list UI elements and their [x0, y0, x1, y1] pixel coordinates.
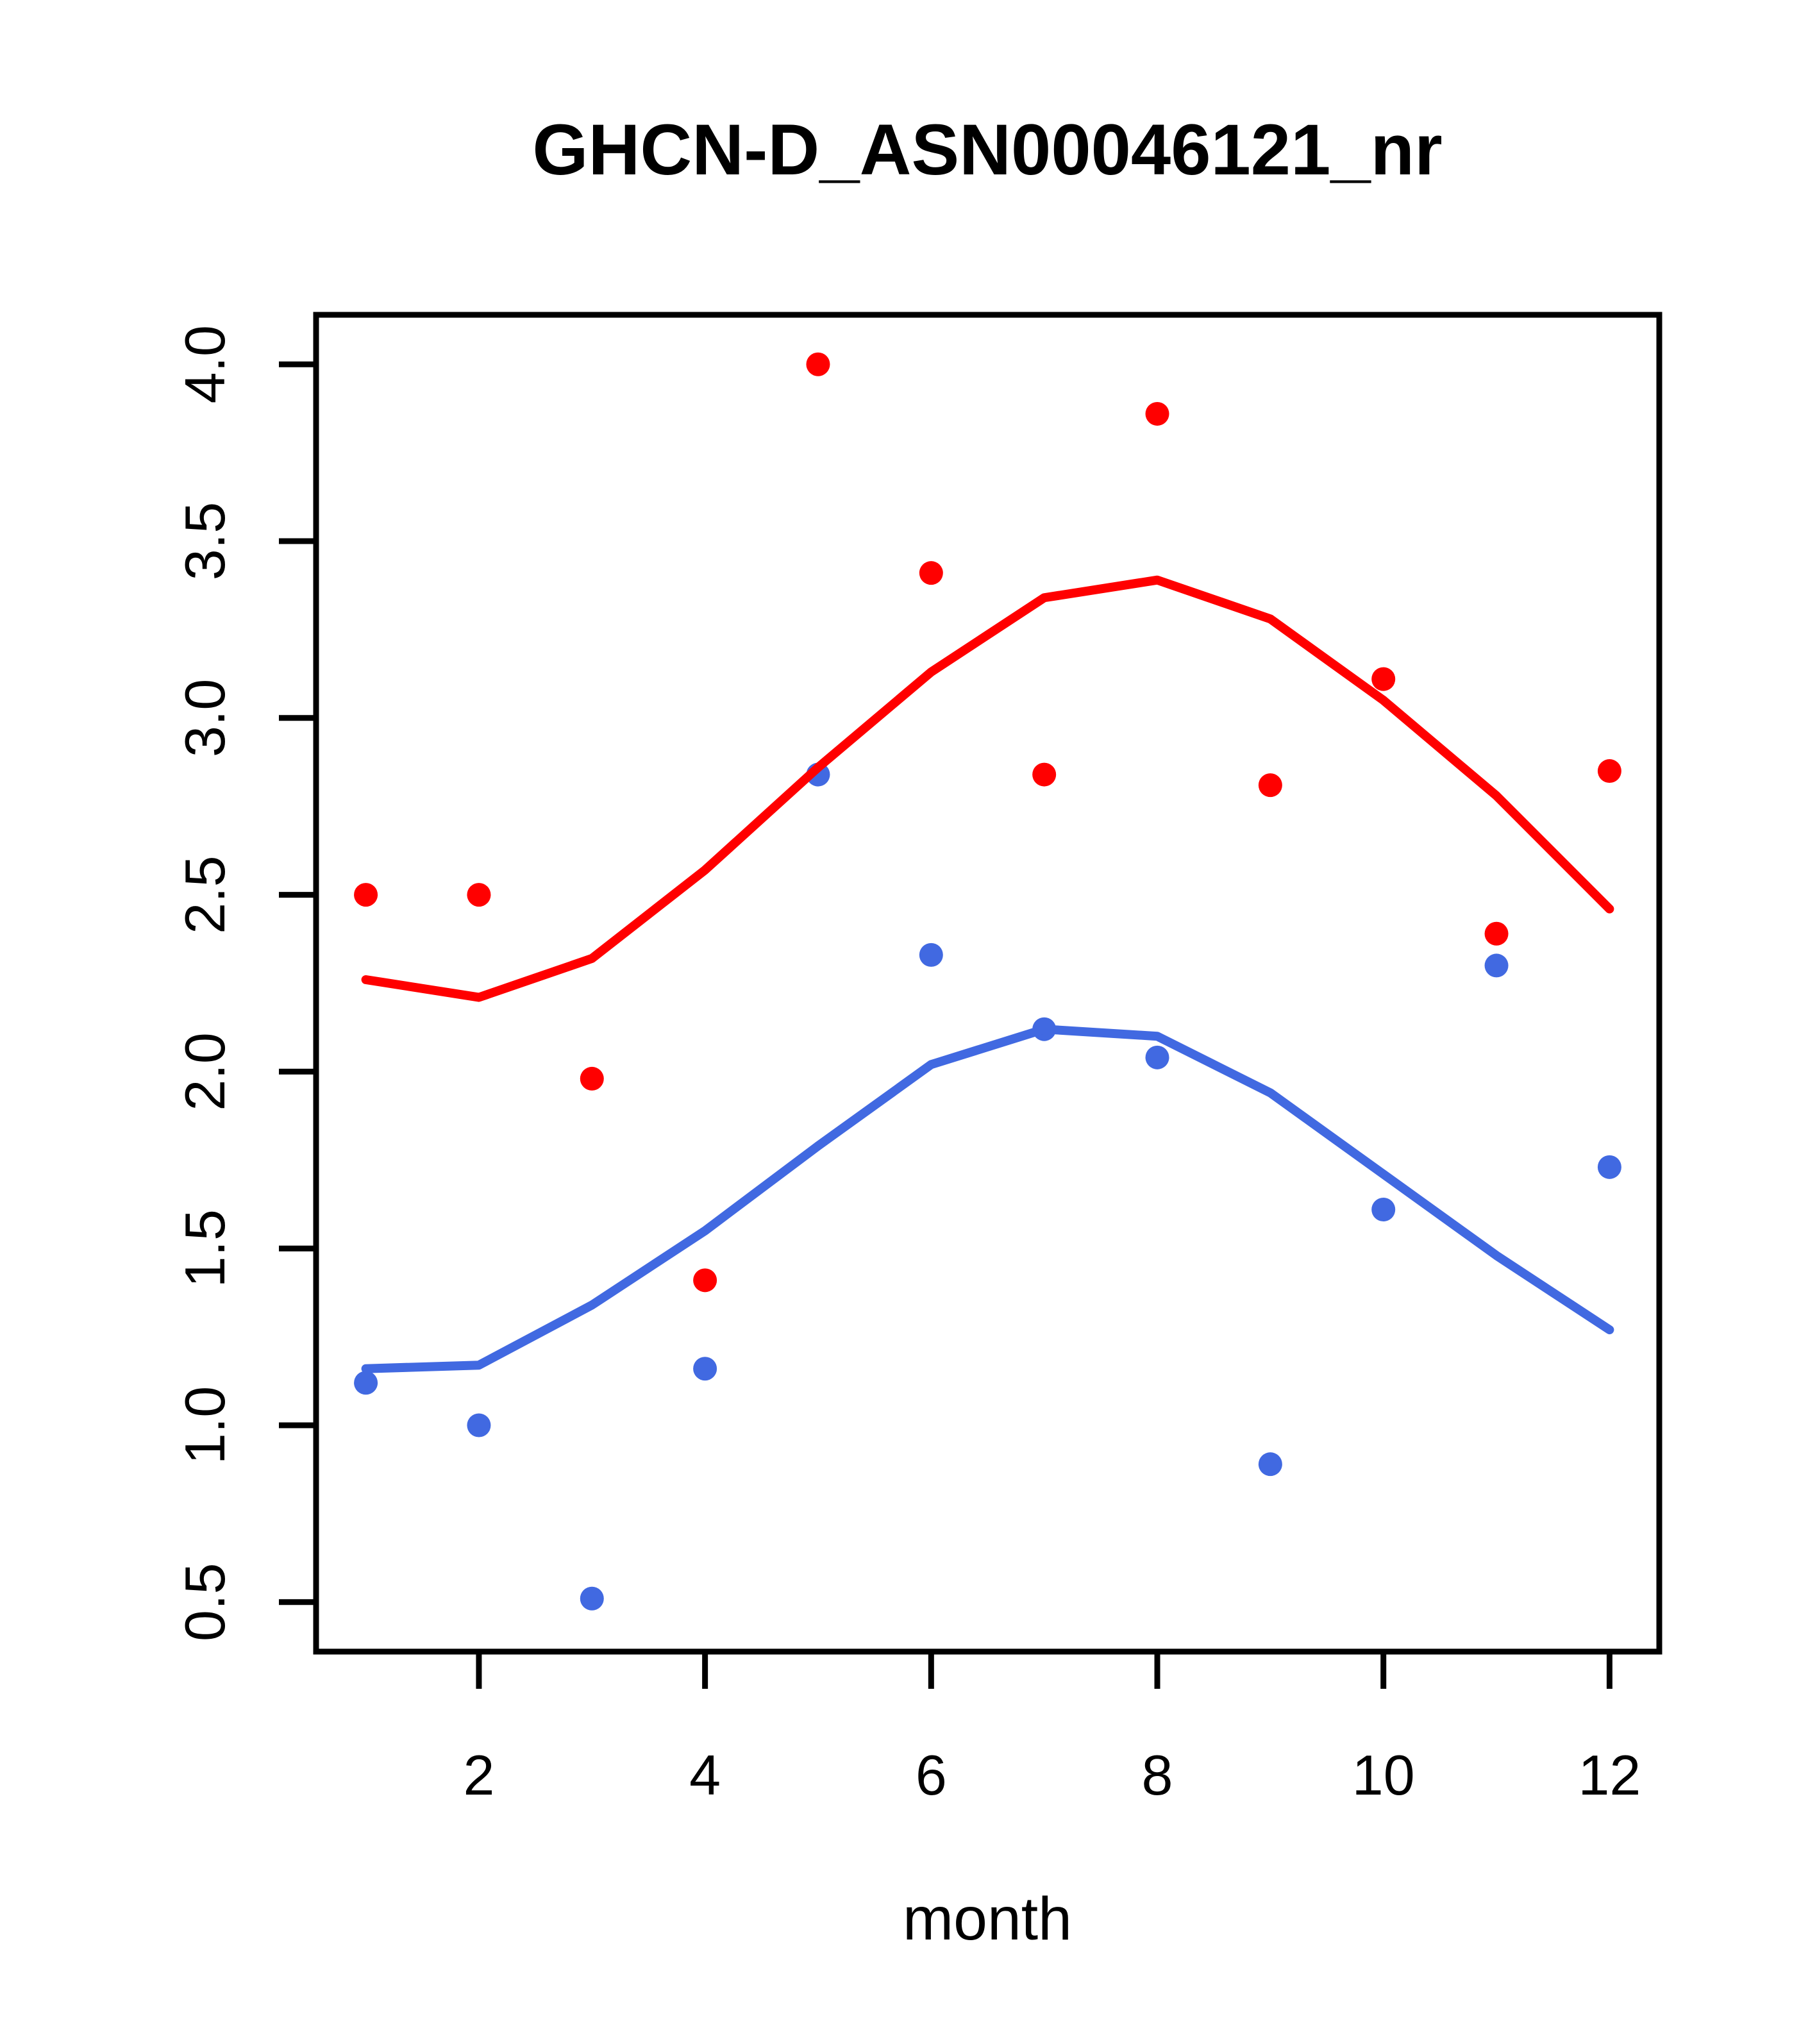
x-tick-label: 10: [1352, 1743, 1415, 1807]
red-data-point: [1145, 401, 1169, 426]
blue-data-point: [1371, 1198, 1396, 1222]
red-data-point: [580, 1066, 604, 1091]
y-tick-label: 2.5: [173, 855, 237, 934]
blue-data-point: [467, 1413, 491, 1437]
chart-title: GHCN-D_ASN00046121_nr: [532, 110, 1442, 190]
y-tick-label: 1.5: [173, 1209, 237, 1287]
y-tick-label: 2.0: [173, 1032, 237, 1110]
y-tick-label: 1.0: [173, 1386, 237, 1464]
axes-group: 2 4 6 8 10 12 0.5 1.0 1.5 2.0 2.5 3.0 3.5 4.0: [173, 312, 1662, 1807]
y-tick-label: 0.5: [173, 1563, 237, 1641]
red-data-point: [1484, 921, 1509, 946]
y-tick-label: 3.0: [173, 679, 237, 757]
y-tick-label: 4.0: [173, 325, 237, 403]
blue-data-point: [1258, 1452, 1282, 1477]
blue-data-point: [1597, 1155, 1621, 1179]
x-tick-label: 2: [463, 1743, 494, 1807]
red-data-point: [693, 1268, 717, 1293]
blue-data-point: [1145, 1045, 1169, 1069]
red-data-point: [1371, 667, 1396, 691]
x-tick-label: 8: [1142, 1743, 1173, 1807]
blue-data-point: [580, 1586, 604, 1611]
y-tick-label: 3.5: [173, 502, 237, 580]
plot-box: [313, 312, 1662, 1655]
red-data-point: [1597, 759, 1621, 783]
x-tick-label: 6: [916, 1743, 947, 1807]
x-tick-label: 4: [689, 1743, 721, 1807]
blue-data-point: [919, 942, 943, 967]
red-data-point: [919, 561, 943, 585]
red-lowess-line: [361, 575, 1614, 1002]
x-tick-label: 12: [1578, 1743, 1641, 1807]
red-data-point: [467, 883, 491, 907]
red-data-point: [806, 352, 830, 376]
blue-data-point: [693, 1357, 717, 1381]
red-data-point: [1258, 773, 1282, 798]
blue-data-point: [354, 1371, 378, 1395]
x-axis-title: month: [903, 1885, 1072, 1953]
blue-lowess-line: [361, 1025, 1614, 1373]
red-data-point: [1032, 762, 1057, 787]
data-series-group: [354, 352, 1621, 1611]
blue-data-point: [1484, 953, 1509, 978]
red-data-point: [354, 883, 378, 907]
